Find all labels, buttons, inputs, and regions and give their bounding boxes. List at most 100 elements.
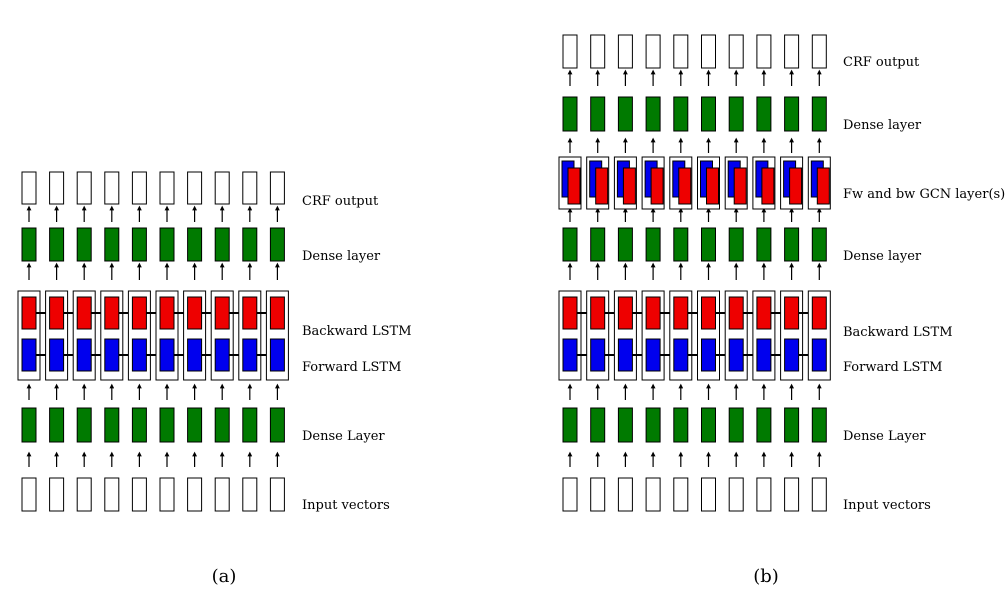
input-vector-box (104, 477, 120, 512)
input-vector-box (562, 477, 578, 512)
label-b-forward-lstm: Forward LSTM (843, 360, 942, 375)
backward-lstm-box (76, 296, 92, 330)
input-vector-box (187, 477, 203, 512)
forward-lstm-box (131, 338, 147, 372)
forward-lstm-box (701, 338, 716, 372)
dense-mid-box (645, 227, 661, 262)
caption-b: (b) (753, 566, 779, 587)
crf-output-box (784, 34, 800, 69)
backward-gcn-box (789, 167, 803, 205)
crf-output-box (756, 34, 772, 69)
backward-gcn-box (650, 167, 664, 205)
forward-lstm-box (756, 338, 772, 372)
dense-top-box (269, 227, 285, 262)
forward-lstm-box (645, 338, 661, 372)
dense-top-box (214, 227, 230, 262)
dense-bottom-box (104, 407, 120, 443)
dense-bottom-box (784, 407, 800, 443)
dense-top-box (701, 96, 716, 132)
backward-lstm-box (21, 296, 37, 330)
backward-lstm-box (131, 296, 147, 330)
backward-lstm-box (756, 296, 772, 330)
forward-lstm-box (21, 338, 37, 372)
input-vector-box (617, 477, 633, 512)
dense-top-box (562, 96, 578, 132)
dense-mid-box (811, 227, 827, 262)
label-b-dense-layer-bottom: Dense Layer (843, 429, 926, 444)
crf-output-box (214, 171, 230, 205)
crf-output-box (617, 34, 633, 69)
dense-bottom-box (49, 407, 65, 443)
dense-top-box (187, 227, 203, 262)
backward-gcn-box (761, 167, 775, 205)
forward-lstm-box (187, 338, 203, 372)
dense-bottom-box (701, 407, 716, 443)
dense-top-box (131, 227, 147, 262)
dense-mid-box (756, 227, 772, 262)
backward-gcn-box (567, 167, 581, 205)
label-a-dense-layer-top: Dense layer (302, 249, 381, 264)
crf-output-box (242, 171, 258, 205)
backward-lstm-box (701, 296, 716, 330)
forward-lstm-box (728, 338, 744, 372)
forward-lstm-box (159, 338, 175, 372)
dense-mid-box (784, 227, 800, 262)
dense-bottom-box (214, 407, 230, 443)
forward-lstm-box (673, 338, 689, 372)
backward-lstm-box (242, 296, 258, 330)
dense-mid-box (590, 227, 606, 262)
dense-bottom-box (131, 407, 147, 443)
dense-bottom-box (21, 407, 37, 443)
forward-lstm-box (242, 338, 258, 372)
forward-lstm-box (617, 338, 633, 372)
backward-lstm-box (104, 296, 120, 330)
label-b-crf-output: CRF output (843, 55, 920, 70)
crf-output-box (21, 171, 37, 205)
dense-bottom-box (756, 407, 772, 443)
forward-lstm-box (49, 338, 65, 372)
dense-bottom-box (617, 407, 633, 443)
label-b-gcn-layers: Fw and bw GCN layer(s) (843, 187, 1005, 202)
dense-top-box (784, 96, 800, 132)
backward-lstm-box (728, 296, 744, 330)
dense-bottom-box (76, 407, 92, 443)
dense-bottom-box (562, 407, 578, 443)
label-a-crf-output: CRF output (302, 194, 379, 209)
crf-output-box (159, 171, 175, 205)
input-vector-box (756, 477, 772, 512)
forward-lstm-box (214, 338, 230, 372)
dense-top-box (673, 96, 689, 132)
dense-bottom-box (269, 407, 285, 443)
dense-bottom-box (728, 407, 744, 443)
crf-output-box (590, 34, 606, 69)
dense-top-box (590, 96, 606, 132)
input-vector-box (242, 477, 258, 512)
crf-output-box (811, 34, 827, 69)
input-vector-box (214, 477, 230, 512)
dense-bottom-box (187, 407, 203, 443)
crf-output-box (701, 34, 716, 69)
dense-bottom-box (811, 407, 827, 443)
dense-top-box (49, 227, 65, 262)
label-b-dense-layer-top: Dense layer (843, 118, 922, 133)
panel-b-bilstm-gcn (558, 34, 831, 512)
backward-lstm-box (617, 296, 633, 330)
dense-mid-box (617, 227, 633, 262)
backward-gcn-box (622, 167, 636, 205)
caption-a: (a) (212, 566, 237, 587)
backward-lstm-box (811, 296, 827, 330)
crf-output-box (76, 171, 92, 205)
backward-lstm-box (187, 296, 203, 330)
dense-top-box (811, 96, 827, 132)
forward-lstm-box (811, 338, 827, 372)
label-b-input-vectors: Input vectors (843, 498, 931, 513)
dense-mid-box (701, 227, 716, 262)
backward-lstm-box (590, 296, 606, 330)
dense-top-box (756, 96, 772, 132)
backward-gcn-box (706, 167, 719, 205)
panel-a-bilstm (17, 171, 289, 512)
backward-lstm-box (214, 296, 230, 330)
dense-mid-box (728, 227, 744, 262)
input-vector-box (673, 477, 689, 512)
